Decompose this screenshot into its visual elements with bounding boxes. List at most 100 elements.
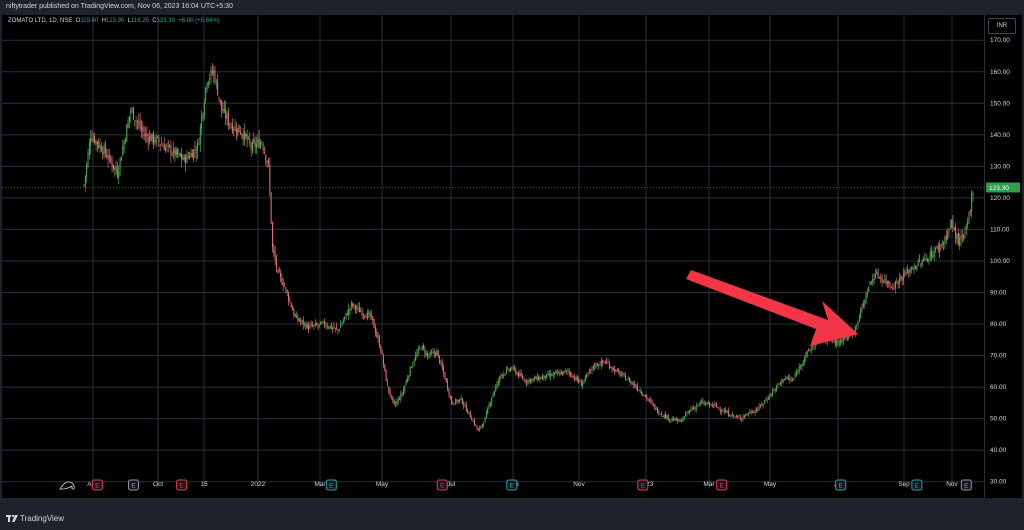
y-tick-label: 140.00 — [990, 132, 1010, 139]
price-axis[interactable]: 30.00 40.00 50.00 60.00 70.00 80.00 90.00 100.0… — [984, 15, 1022, 498]
event-marker-icon[interactable] — [911, 479, 923, 491]
candle-body — [341, 323, 343, 326]
candle-body — [602, 360, 604, 363]
candle-body — [941, 243, 943, 245]
event-marker-icon[interactable] — [637, 479, 649, 491]
candle-body — [144, 133, 146, 137]
last-price-label: 123.30 — [989, 185, 1009, 192]
event-marker-icon[interactable] — [835, 479, 847, 491]
candle-body — [285, 287, 287, 289]
candle-body — [709, 402, 711, 406]
candle-body — [905, 272, 907, 274]
candle-body — [969, 210, 971, 212]
annotation-arrow[interactable] — [686, 270, 858, 346]
candle-body — [403, 389, 405, 395]
candle-body — [968, 211, 970, 222]
candle-body — [670, 419, 672, 421]
candle-body — [302, 319, 304, 325]
candle-body — [483, 423, 485, 425]
candle-body — [746, 413, 748, 415]
candle-body — [238, 124, 240, 133]
candle-body — [562, 371, 564, 375]
candle-body — [337, 329, 339, 331]
event-marker-icon[interactable] — [506, 479, 518, 491]
candle-body — [473, 420, 475, 425]
candle-body — [424, 349, 426, 354]
candle-body — [754, 410, 756, 413]
event-marker-icon[interactable] — [176, 479, 188, 491]
event-marker-icon[interactable] — [716, 479, 728, 491]
candle-body — [485, 412, 487, 418]
candle-body — [762, 403, 764, 406]
close-label: C — [152, 18, 157, 24]
candle-body — [587, 373, 589, 375]
candle-body — [948, 229, 950, 233]
candle-body — [972, 192, 974, 196]
candle-body — [681, 420, 683, 423]
candle-body — [718, 407, 720, 409]
candle-body — [612, 368, 614, 371]
candle-body — [368, 313, 370, 314]
candle-body — [711, 405, 713, 407]
event-marker-icon[interactable] — [436, 479, 448, 491]
candle-body — [435, 352, 437, 356]
candle-body — [832, 339, 834, 341]
tradingview-logo-icon[interactable] — [6, 514, 18, 524]
symbol-legend: ZOMATO LTD, 1D, NSE O119.60 H123.90 L118… — [8, 18, 220, 24]
candle-body — [334, 327, 336, 329]
candle-body — [869, 281, 871, 286]
candle-body — [389, 391, 391, 396]
candle-body — [706, 403, 708, 405]
price-chart-svg[interactable]: AugOct152022MarMayJulSepNov2023MarMayJul… — [2, 15, 984, 498]
candle-body — [317, 325, 319, 326]
dino-icon[interactable] — [59, 481, 75, 490]
candle-body — [857, 321, 859, 325]
x-tick-label: Sep — [898, 481, 910, 488]
currency-selector[interactable]: INR — [988, 18, 1016, 34]
candle-body — [921, 260, 923, 266]
candle-body — [140, 126, 142, 130]
candle-body — [878, 277, 880, 279]
candle-body — [153, 132, 155, 143]
event-marker-icon[interactable] — [960, 479, 972, 491]
candle-body — [388, 386, 390, 392]
candle-body — [198, 142, 200, 145]
candle-body — [678, 419, 680, 422]
candle-body — [235, 128, 237, 133]
candle-body — [665, 414, 667, 419]
candle-body — [292, 308, 294, 311]
candle-body — [870, 281, 872, 284]
candle-body — [515, 369, 517, 374]
candle-body — [214, 70, 216, 83]
candle-body — [405, 380, 407, 385]
candle-body — [378, 337, 380, 348]
event-marker-icon[interactable] — [127, 479, 139, 491]
candle-body — [513, 367, 515, 370]
candle-body — [243, 131, 245, 141]
candle-body — [563, 370, 565, 374]
candle-body — [874, 274, 876, 278]
candle-body — [330, 324, 332, 329]
event-marker-icon[interactable] — [325, 479, 337, 491]
chart-area[interactable]: AugOct152022MarMayJulSepNov2023MarMayJul… — [2, 15, 984, 498]
candle-body — [886, 281, 888, 284]
candle-body — [358, 307, 360, 313]
candle-body — [742, 416, 744, 420]
candle-body — [800, 365, 802, 368]
candle-body — [150, 135, 152, 142]
candle-body — [400, 393, 402, 400]
candle-body — [539, 377, 541, 381]
candle-body — [583, 379, 585, 383]
candle-body — [651, 401, 653, 404]
candle-body — [568, 372, 570, 373]
candle-body — [501, 374, 503, 376]
candle-body — [273, 245, 275, 253]
tradingview-brand[interactable]: TradingView — [20, 514, 65, 523]
candle-body — [138, 121, 140, 123]
candle-body — [691, 408, 693, 410]
candle-body — [447, 381, 449, 390]
candle-body — [733, 415, 735, 416]
candle-body — [250, 144, 252, 149]
event-marker-icon[interactable] — [91, 479, 103, 491]
candle-body — [588, 370, 590, 373]
